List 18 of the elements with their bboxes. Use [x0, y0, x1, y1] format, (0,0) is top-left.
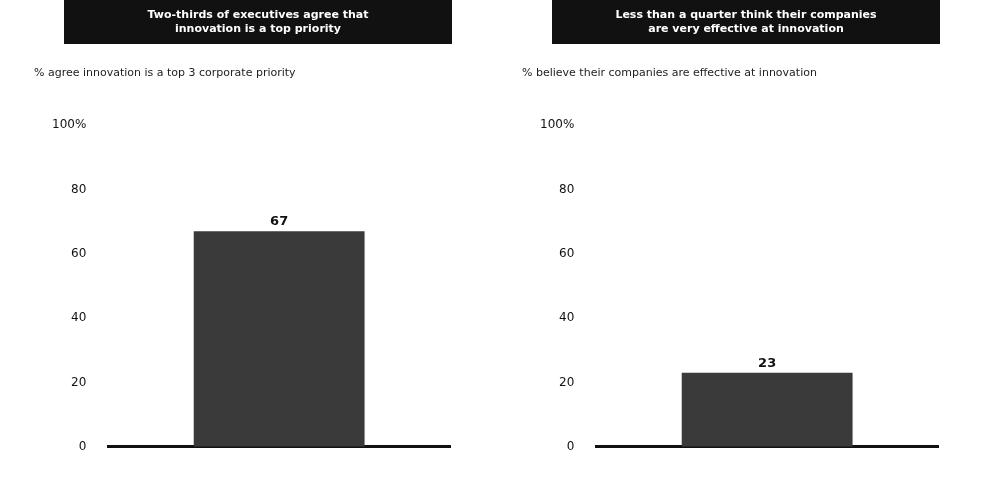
- y-tick-label: 60: [559, 245, 575, 260]
- data-label: 67: [270, 213, 289, 229]
- chart-title: Two-thirds of executives agree that innovation is a top priority: [64, 0, 452, 44]
- y-tick-label: 40: [559, 310, 575, 325]
- y-tick-label: 20: [71, 374, 87, 389]
- chart-subtitle: % agree innovation is a top 3 corporate priority: [34, 66, 296, 79]
- y-tick-label: 0: [78, 438, 87, 453]
- y-tick-label: 40: [71, 310, 87, 325]
- y-tick-label: 100%: [539, 117, 575, 132]
- y-tick-label: 80: [559, 181, 575, 196]
- chart-subtitle: % believe their companies are effective at innovation: [522, 66, 817, 79]
- y-tick-label: 0: [566, 438, 575, 453]
- y-tick-label: 60: [71, 245, 87, 260]
- y-tick-label: 80: [71, 181, 87, 196]
- data-label: 23: [758, 354, 777, 370]
- y-tick-label: 100%: [51, 117, 87, 132]
- y-tick-label: 20: [559, 374, 575, 389]
- chart-title: Less than a quarter think their companies are very effective at innovation: [552, 0, 940, 44]
